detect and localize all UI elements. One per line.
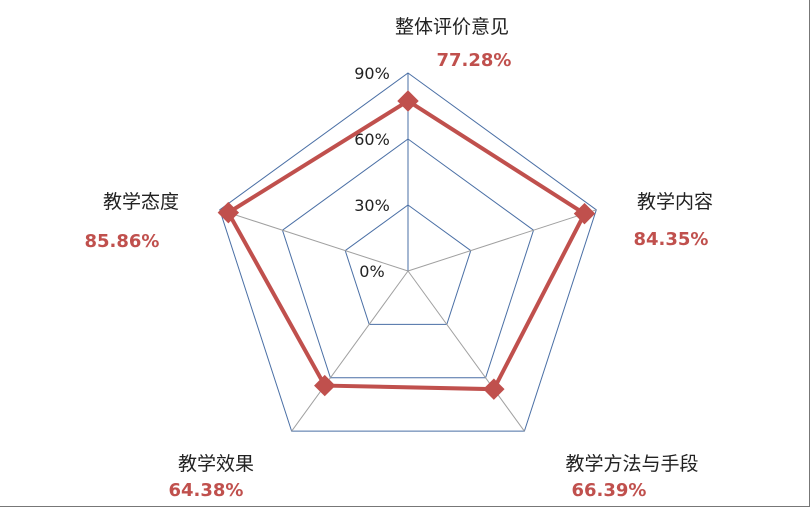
series-layer: [225, 98, 588, 392]
grid-ring-90: [219, 72, 597, 432]
marker-content: [573, 202, 596, 225]
value-labels: 77.28% 84.35% 66.39% 64.38% 85.86%: [85, 50, 709, 501]
spoke-effect: [291, 270, 409, 432]
category-label-effect: 教学效果: [178, 453, 254, 475]
marker-method: [483, 378, 505, 400]
category-labels: 整体评价意见 教学内容 教学方法与手段 教学效果 教学态度: [103, 16, 713, 475]
tick-label-90: 90%: [354, 64, 390, 83]
value-label-content: 84.35%: [634, 229, 709, 250]
category-label-content: 教学内容: [637, 191, 713, 213]
grid-ring-60: [281, 138, 535, 379]
spoke-attitude: [219, 209, 409, 272]
tick-label-0: 0%: [359, 262, 384, 281]
radial-tick-labels: 0% 30% 60% 90%: [354, 64, 390, 281]
grid-ring-30: [344, 204, 472, 325]
marker-overall: [397, 90, 419, 112]
series-markers: [217, 90, 596, 400]
value-label-overall: 77.28%: [437, 50, 512, 71]
category-label-attitude: 教学态度: [103, 191, 179, 213]
category-label-method: 教学方法与手段: [565, 453, 698, 475]
marker-effect: [314, 374, 336, 397]
grid-rings: [219, 72, 597, 432]
value-label-effect: 64.38%: [169, 480, 244, 501]
series-line: [225, 98, 588, 392]
marker-attitude: [217, 201, 240, 224]
spoke-content: [407, 209, 597, 272]
value-label-attitude: 85.86%: [85, 231, 160, 252]
tick-label-30: 30%: [354, 196, 390, 215]
value-label-method: 66.39%: [572, 480, 647, 501]
category-label-overall: 整体评价意见: [395, 16, 509, 38]
spoke-method: [407, 270, 525, 432]
tick-label-60: 60%: [354, 130, 390, 149]
